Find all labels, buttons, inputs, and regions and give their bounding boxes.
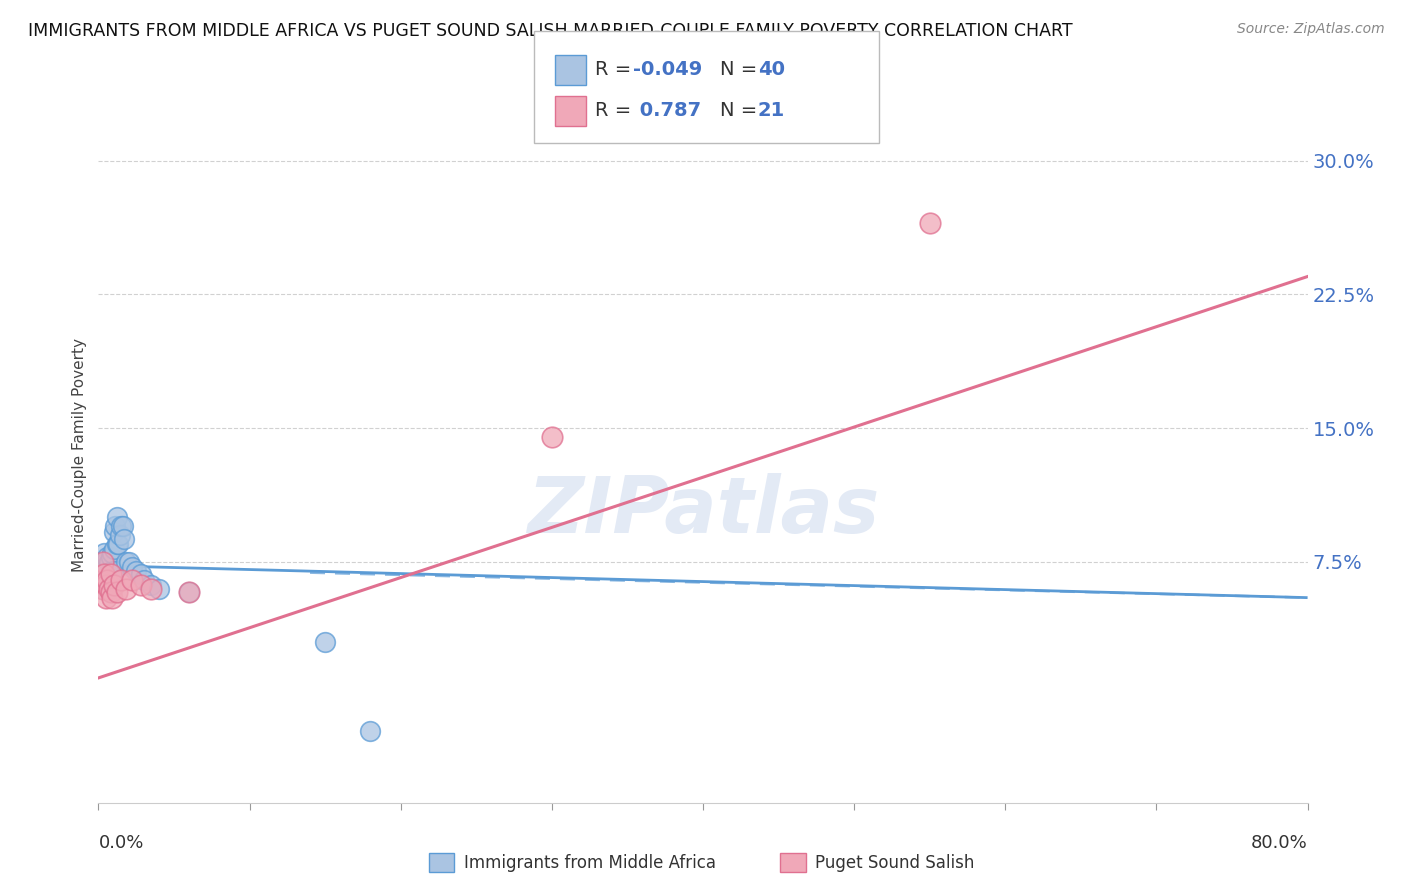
Point — [177, 585, 201, 599]
Point — [107, 537, 129, 551]
Point — [125, 564, 148, 578]
Point — [105, 585, 128, 599]
Point — [101, 591, 124, 605]
Point — [94, 555, 117, 569]
Point — [93, 546, 115, 560]
Point — [114, 555, 136, 569]
Point — [177, 585, 201, 599]
Point — [94, 573, 117, 587]
Point — [129, 567, 152, 582]
Point — [918, 216, 941, 230]
Point — [105, 510, 128, 524]
Point — [98, 555, 121, 569]
Point — [101, 546, 124, 560]
Point — [91, 573, 114, 587]
Point — [96, 549, 118, 564]
Text: Source: ZipAtlas.com: Source: ZipAtlas.com — [1237, 22, 1385, 37]
Point — [110, 519, 132, 533]
Point — [121, 573, 143, 587]
Point — [93, 567, 115, 582]
Point — [141, 582, 163, 596]
Point — [121, 560, 143, 574]
Point — [91, 555, 114, 569]
Point — [103, 564, 125, 578]
Point — [540, 430, 562, 444]
Point — [111, 519, 134, 533]
Text: 0.0%: 0.0% — [98, 834, 143, 852]
Text: 21: 21 — [758, 101, 785, 120]
Point — [101, 564, 124, 578]
Point — [94, 578, 117, 592]
Point — [114, 582, 136, 596]
Point — [100, 549, 122, 564]
Point — [129, 578, 152, 592]
Text: N =: N = — [720, 60, 763, 78]
Point — [141, 578, 163, 592]
Point — [132, 573, 155, 587]
Text: -0.049: -0.049 — [633, 60, 702, 78]
Point — [103, 542, 125, 557]
Point — [96, 560, 118, 574]
Point — [100, 585, 122, 599]
Text: R =: R = — [595, 60, 637, 78]
Point — [105, 537, 128, 551]
Text: 0.787: 0.787 — [633, 101, 700, 120]
Point — [112, 532, 135, 546]
Text: Immigrants from Middle Africa: Immigrants from Middle Africa — [464, 854, 716, 871]
Point — [118, 555, 141, 569]
Text: ZIPatlas: ZIPatlas — [527, 473, 879, 549]
Point — [90, 573, 112, 587]
Text: R =: R = — [595, 101, 637, 120]
Text: IMMIGRANTS FROM MIDDLE AFRICA VS PUGET SOUND SALISH MARRIED-COUPLE FAMILY POVERT: IMMIGRANTS FROM MIDDLE AFRICA VS PUGET S… — [28, 22, 1073, 40]
Text: N =: N = — [720, 101, 763, 120]
Point — [314, 635, 336, 649]
Point — [91, 582, 114, 596]
Point — [360, 724, 382, 739]
Text: Puget Sound Salish: Puget Sound Salish — [815, 854, 974, 871]
Point — [90, 555, 112, 569]
Point — [91, 582, 114, 596]
Point — [96, 573, 118, 587]
Point — [96, 567, 118, 582]
Y-axis label: Married-Couple Family Poverty: Married-Couple Family Poverty — [72, 338, 87, 572]
Point — [93, 564, 115, 578]
Point — [103, 578, 125, 592]
Point — [94, 591, 117, 605]
Point — [98, 582, 121, 596]
Text: 80.0%: 80.0% — [1251, 834, 1308, 852]
Point — [91, 567, 114, 582]
Point — [98, 573, 121, 587]
Point — [103, 524, 125, 539]
Point — [108, 528, 131, 542]
Point — [100, 564, 122, 578]
Point — [110, 573, 132, 587]
Point — [148, 582, 170, 596]
Point — [100, 567, 122, 582]
Point — [100, 573, 122, 587]
Text: 40: 40 — [758, 60, 785, 78]
Point — [104, 519, 127, 533]
